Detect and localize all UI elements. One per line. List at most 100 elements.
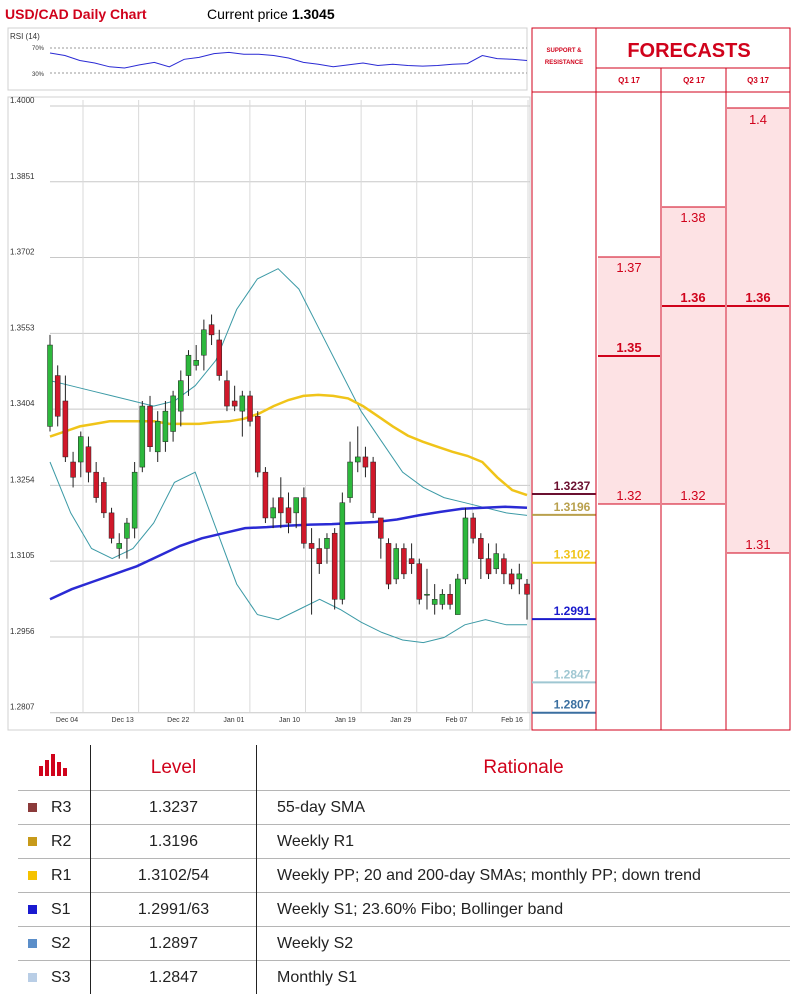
x-tick-label: Jan 29 bbox=[390, 717, 411, 724]
level-value: 1.2897 bbox=[90, 926, 257, 961]
candle bbox=[301, 487, 307, 549]
candle-body bbox=[124, 522, 130, 539]
y-tick-label: 1.4000 bbox=[10, 96, 35, 105]
candle bbox=[385, 538, 392, 590]
x-tick-label: Feb 07 bbox=[445, 717, 467, 724]
candle bbox=[185, 350, 192, 396]
rsi-panel bbox=[7, 27, 528, 91]
level-rationale: Weekly PP; 20 and 200-day SMAs; monthly … bbox=[256, 858, 790, 893]
candle bbox=[78, 431, 84, 478]
candle bbox=[247, 390, 253, 427]
candle-body bbox=[485, 558, 492, 575]
color-swatch-icon bbox=[28, 972, 37, 982]
level-tag-cell: S1 bbox=[18, 892, 91, 927]
candle-body bbox=[385, 543, 392, 585]
candle-body bbox=[393, 548, 399, 580]
x-axis: Dec 04 Dec 13 Dec 22 Jan 01 Jan 10 Jan 19 Jan … bbox=[56, 717, 523, 724]
level-rationale: Monthly S1 bbox=[256, 960, 790, 994]
candle bbox=[254, 411, 261, 478]
candle-body bbox=[408, 558, 415, 564]
candle-body bbox=[339, 502, 346, 600]
x-tick-label: Dec 13 bbox=[112, 717, 134, 724]
level-value: 1.3196 bbox=[90, 824, 257, 859]
candle-body bbox=[378, 517, 384, 539]
price-chart: RSI (14) 70% 30% 1.4000 1.3851 1.3702 1.355… bbox=[7, 27, 791, 731]
candle-body bbox=[93, 471, 99, 498]
candle-body bbox=[354, 456, 361, 463]
bar-chart-icon bbox=[39, 753, 67, 776]
table-row: R3 1.3237 55-day SMA bbox=[18, 790, 790, 825]
candle bbox=[308, 528, 315, 615]
candle bbox=[108, 507, 115, 544]
candle bbox=[470, 512, 476, 544]
level-rationale: Weekly S2 bbox=[256, 926, 790, 961]
rsi-upper-label: 70% bbox=[32, 46, 45, 52]
q2-mid: 1.36 bbox=[680, 290, 705, 305]
candles bbox=[47, 314, 530, 620]
sma-55-line bbox=[49, 393, 528, 497]
level-label: 1.3102 bbox=[554, 548, 591, 562]
level-label: 1.2847 bbox=[554, 667, 591, 681]
forecast-panel bbox=[595, 27, 791, 731]
candle-body bbox=[462, 517, 469, 580]
candle-body bbox=[424, 593, 430, 596]
candle-body bbox=[216, 339, 223, 376]
quarter-label-q3: Q3 17 bbox=[747, 76, 769, 85]
candle bbox=[362, 446, 369, 478]
candle-body bbox=[62, 400, 69, 458]
q2-low: 1.32 bbox=[680, 488, 705, 503]
candle-body bbox=[70, 461, 76, 478]
level-value: 1.3102/54 bbox=[90, 858, 257, 893]
y-tick-label: 1.2807 bbox=[10, 703, 35, 712]
candle-body bbox=[101, 482, 107, 514]
level-label: 1.2807 bbox=[554, 698, 591, 712]
candle bbox=[424, 568, 430, 610]
bollinger-lower bbox=[49, 461, 527, 644]
support-resistance-column bbox=[531, 27, 597, 731]
candle-body bbox=[116, 543, 122, 549]
level-value: 1.2847 bbox=[90, 960, 257, 994]
candle-body bbox=[85, 446, 92, 473]
support-resistance-levels: 1.3237 1.3196 1.3102 1.2991 1.2847 1.2807 bbox=[532, 479, 596, 714]
candle-body bbox=[185, 354, 192, 376]
candle-body bbox=[478, 538, 484, 559]
color-swatch-icon bbox=[28, 870, 37, 880]
level-rationale: Weekly R1 bbox=[256, 824, 790, 859]
candle bbox=[201, 319, 207, 371]
candle bbox=[447, 584, 453, 610]
candle-body bbox=[401, 548, 407, 575]
candle-body bbox=[254, 415, 261, 473]
candle bbox=[162, 400, 169, 452]
candle-body bbox=[224, 380, 230, 407]
color-swatch-icon bbox=[28, 836, 37, 846]
candle bbox=[485, 543, 492, 579]
candle-body bbox=[493, 553, 499, 570]
q2-forecast-range bbox=[662, 207, 725, 504]
q3-low: 1.31 bbox=[745, 537, 770, 552]
candle-body bbox=[78, 436, 84, 463]
level-tag: S3 bbox=[51, 968, 71, 986]
candle-body bbox=[131, 471, 138, 529]
candle bbox=[339, 492, 346, 605]
candle bbox=[93, 462, 99, 503]
q3-high: 1.4 bbox=[749, 112, 767, 127]
candle-body bbox=[270, 507, 276, 519]
candle-body bbox=[162, 410, 169, 442]
candle bbox=[370, 456, 376, 518]
candle bbox=[462, 507, 469, 585]
candle-body bbox=[447, 593, 453, 605]
candle-body bbox=[170, 395, 176, 432]
candle bbox=[47, 334, 53, 432]
candle bbox=[270, 497, 276, 529]
table-header-rationale: Rationale bbox=[483, 756, 564, 778]
y-tick-label: 1.3851 bbox=[10, 172, 35, 181]
candle bbox=[170, 390, 176, 442]
y-tick-label: 1.3105 bbox=[10, 551, 35, 560]
candle-body bbox=[362, 456, 369, 468]
level-tag: S2 bbox=[51, 934, 71, 952]
candle-body bbox=[308, 543, 315, 549]
candle bbox=[316, 538, 323, 574]
candle-body bbox=[301, 497, 307, 544]
chart-title: USD/CAD Daily Chart bbox=[5, 6, 147, 22]
level-tag-cell: S2 bbox=[18, 926, 91, 961]
